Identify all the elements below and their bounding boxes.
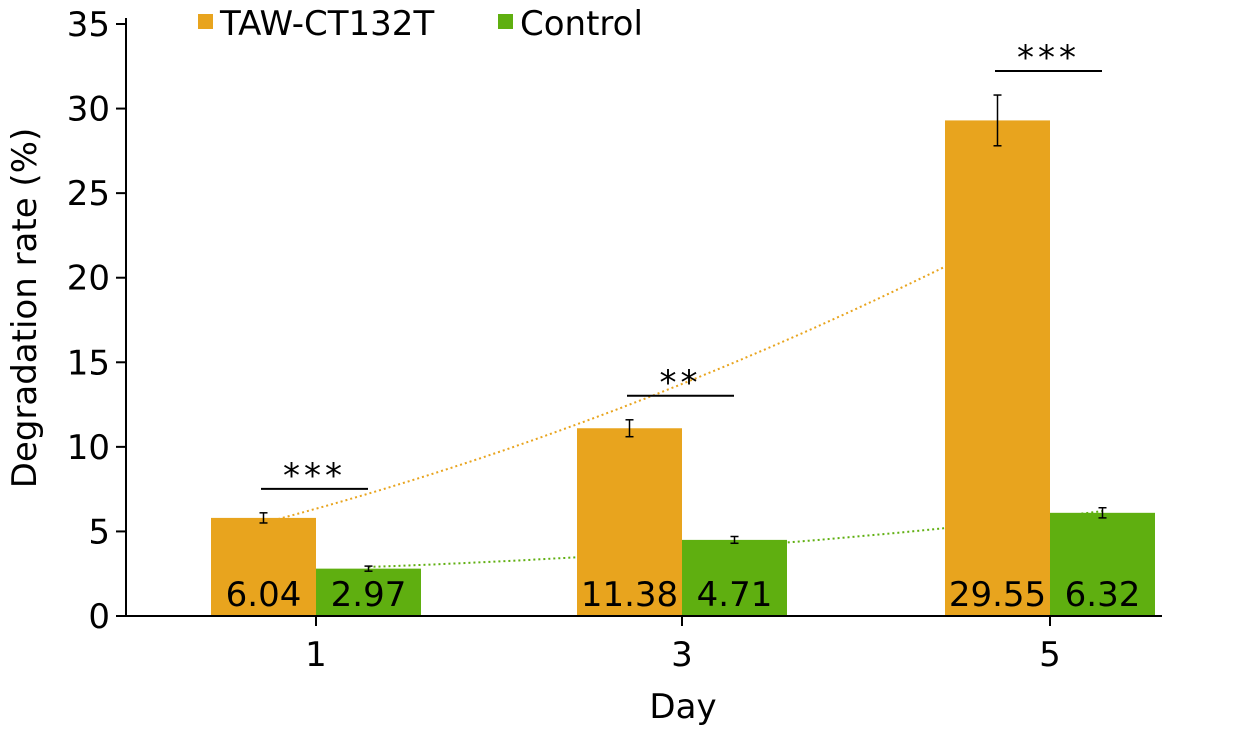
legend-swatch-control [498, 14, 513, 29]
significance-markers: ******** [261, 38, 1102, 496]
trend-lines [263, 239, 1103, 568]
data-label: 6.32 [1065, 575, 1141, 615]
legend-label-control: Control [520, 4, 643, 44]
y-tick-label: 30 [67, 90, 110, 130]
bars [211, 120, 1155, 616]
data-label: 4.71 [697, 575, 773, 615]
y-tick-label: 5 [88, 512, 110, 552]
x-tick-label: 5 [1039, 635, 1061, 675]
data-label: 29.55 [949, 575, 1046, 615]
legend-label-taw: TAW-CT132T [219, 4, 434, 44]
bar-control-day-1 [316, 568, 421, 616]
legend: TAW-CT132T Control [198, 4, 643, 44]
x-axis-title: Day [649, 687, 716, 727]
y-tick-label: 0 [88, 597, 110, 637]
data-label: 11.38 [581, 575, 678, 615]
x-tick-label: 3 [671, 635, 693, 675]
significance-label: ** [660, 363, 702, 403]
y-tick-label: 20 [67, 259, 110, 299]
significance-label: *** [1017, 38, 1080, 78]
bar-taw-day-3 [577, 428, 682, 616]
bar-control-day-3 [682, 539, 787, 616]
bar-taw-day-1 [211, 517, 316, 616]
data-label: 2.97 [331, 575, 407, 615]
y-tick-label: 10 [67, 428, 110, 468]
bar-taw-day-5 [945, 120, 1050, 616]
trend-line-taw [263, 239, 998, 524]
error-bars [259, 94, 1107, 572]
data-labels: 6.04 11.38 29.55 2.97 4.71 6.32 [226, 575, 1141, 615]
y-axis-title: Degradation rate (%) [5, 128, 45, 489]
y-tick-label: 35 [67, 5, 110, 45]
bar-control-day-5 [1050, 512, 1155, 616]
data-label: 6.04 [226, 575, 302, 615]
legend-swatch-taw [198, 14, 213, 29]
significance-label: *** [283, 456, 346, 496]
y-tick-label: 15 [67, 343, 110, 383]
y-tick-label: 25 [67, 174, 110, 214]
x-tick-label: 1 [305, 635, 327, 675]
